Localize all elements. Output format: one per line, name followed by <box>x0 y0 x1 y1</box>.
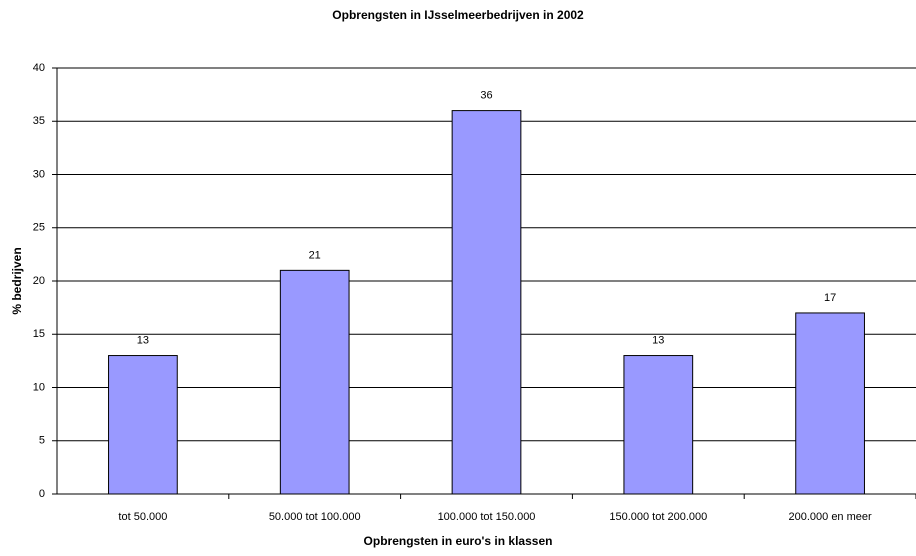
y-tick-label: 30 <box>33 168 45 180</box>
y-tick-label: 40 <box>33 62 45 74</box>
y-tick-label: 15 <box>33 328 45 340</box>
chart-title: Opbrengsten in IJsselmeerbedrijven in 20… <box>332 8 584 22</box>
x-tick-label: tot 50.000 <box>118 511 167 523</box>
y-axis-label: % bedrijven <box>10 247 24 314</box>
y-tick-label: 20 <box>33 275 45 287</box>
data-label: 13 <box>137 334 149 346</box>
y-tick-label: 10 <box>33 381 45 393</box>
data-label: 21 <box>309 249 321 261</box>
bar <box>795 312 865 495</box>
y-tick-label: 5 <box>39 435 45 447</box>
x-tick-label: 100.000 tot 150.000 <box>438 511 536 523</box>
bar <box>108 355 178 495</box>
x-tick-label: 200.000 en meer <box>789 511 873 523</box>
data-label: 13 <box>652 334 664 346</box>
y-tick-label: 25 <box>33 222 45 234</box>
y-tick-label: 0 <box>39 488 45 500</box>
x-tick-label: 150.000 tot 200.000 <box>609 511 707 523</box>
y-tick-label: 35 <box>33 115 45 127</box>
bar <box>279 269 350 495</box>
x-tick-label: 50.000 tot 100.000 <box>269 511 361 523</box>
data-label: 36 <box>480 90 492 102</box>
bar <box>623 355 694 495</box>
x-axis-label: Opbrengsten in euro's in klassen <box>364 534 553 548</box>
bar <box>451 110 522 495</box>
data-label: 17 <box>824 292 836 304</box>
